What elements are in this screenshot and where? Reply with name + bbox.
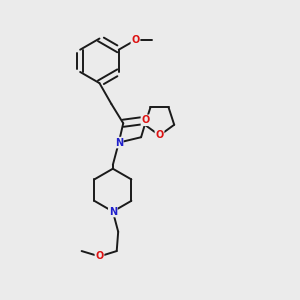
Text: O: O: [131, 35, 140, 45]
Text: O: O: [155, 130, 164, 140]
Text: N: N: [115, 138, 123, 148]
Text: O: O: [95, 251, 104, 261]
Text: O: O: [141, 115, 150, 125]
Text: N: N: [109, 206, 117, 217]
